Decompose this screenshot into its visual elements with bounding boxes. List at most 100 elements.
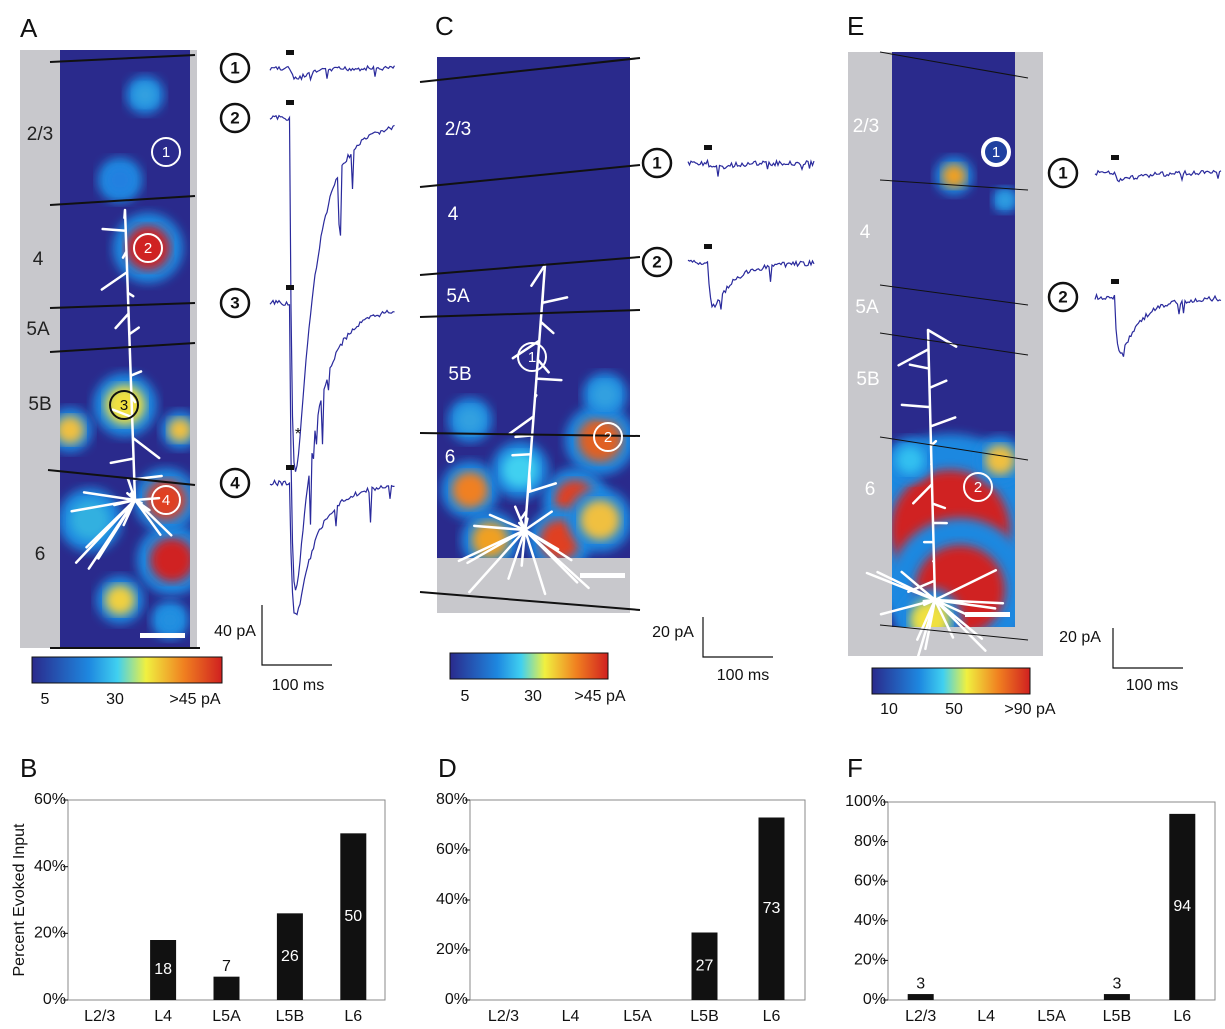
hotspot bbox=[158, 608, 182, 632]
hotspot bbox=[60, 416, 84, 444]
hotspot bbox=[456, 406, 484, 434]
stimulus-bar bbox=[286, 50, 294, 55]
y-tick-label: 40% bbox=[436, 891, 468, 908]
trace-number: 2 bbox=[230, 108, 239, 127]
plot-frame bbox=[469, 799, 806, 1001]
layer-boundary bbox=[879, 284, 1029, 306]
panel-letter: F bbox=[847, 753, 863, 783]
colorbar-label: 30 bbox=[524, 688, 542, 705]
y-tick-label: 20% bbox=[34, 925, 66, 942]
current-trace bbox=[269, 299, 395, 591]
trace-marker bbox=[641, 147, 673, 179]
x-tick-label: L5A bbox=[623, 1008, 652, 1025]
layer-label: 5A bbox=[26, 319, 50, 340]
current-trace bbox=[1094, 169, 1222, 183]
layer-boundary bbox=[49, 195, 196, 206]
site-number: 3 bbox=[120, 397, 128, 414]
current-trace bbox=[269, 479, 395, 616]
layer-label: 5A bbox=[446, 286, 470, 307]
bar bbox=[1169, 813, 1196, 1000]
value-label: 7 bbox=[222, 958, 231, 975]
layer-label: 6 bbox=[865, 479, 876, 500]
value-label: 50 bbox=[344, 908, 362, 925]
layer-boundary bbox=[49, 342, 196, 353]
scale-bars bbox=[702, 617, 773, 658]
stimulus-bar bbox=[286, 285, 294, 290]
colorbar-label: 5 bbox=[461, 688, 470, 705]
value-label: 3 bbox=[1112, 975, 1121, 992]
trace-marker bbox=[219, 52, 251, 84]
scale-bar bbox=[965, 612, 1010, 617]
bar bbox=[758, 817, 785, 1000]
site-marker bbox=[593, 422, 623, 452]
hotspot bbox=[105, 585, 135, 615]
x-tick-label: L2/3 bbox=[905, 1008, 936, 1025]
map-hotspots bbox=[60, 75, 190, 640]
layer-boundary bbox=[419, 256, 641, 276]
layer-boundary bbox=[879, 332, 1029, 356]
layer-boundary bbox=[419, 309, 641, 318]
hotspot bbox=[942, 164, 966, 188]
colorbar-label: 50 bbox=[945, 701, 963, 718]
x-tick-label: L4 bbox=[154, 1008, 172, 1025]
layer-label: 2/3 bbox=[445, 119, 471, 140]
scale-bars bbox=[1112, 628, 1183, 669]
stimulus-bar bbox=[1111, 279, 1119, 284]
current-trace bbox=[687, 158, 815, 177]
hotspot bbox=[168, 418, 190, 442]
colorbar-label: >90 pA bbox=[1004, 701, 1055, 718]
stimulus-bar bbox=[1111, 155, 1119, 160]
layer-boundary bbox=[879, 624, 1029, 641]
colorbar-label: 5 bbox=[41, 691, 50, 708]
y-tick-label: 20% bbox=[854, 952, 886, 969]
bar bbox=[691, 932, 718, 1000]
y-tick-label: 40% bbox=[34, 858, 66, 875]
x-tick-label: L6 bbox=[763, 1008, 781, 1025]
trace-number: 3 bbox=[230, 293, 239, 312]
layer-boundary bbox=[49, 302, 196, 309]
neuron bbox=[70, 208, 173, 570]
bar bbox=[150, 940, 177, 1000]
y-tick-label: 80% bbox=[436, 791, 468, 808]
layer-boundary bbox=[419, 591, 641, 611]
hotspot bbox=[896, 446, 924, 474]
colorbar-label: 10 bbox=[880, 701, 898, 718]
x-tick-label: L5B bbox=[276, 1008, 304, 1025]
scale-bars bbox=[261, 605, 332, 666]
hotspot bbox=[106, 166, 134, 194]
y-axis-label: Percent Evoked Input bbox=[11, 823, 28, 977]
x-tick-label: L2/3 bbox=[84, 1008, 115, 1025]
scale-bar bbox=[140, 633, 185, 638]
colorbar-label: >45 pA bbox=[169, 691, 220, 708]
panel-letter: C bbox=[435, 11, 454, 41]
map-hotspots bbox=[441, 372, 630, 558]
scale-label: 20 pA bbox=[1059, 629, 1101, 646]
stimulus-bar bbox=[704, 244, 712, 249]
layer-boundary bbox=[419, 164, 641, 188]
scale-label: 100 ms bbox=[1126, 677, 1178, 694]
colorbar bbox=[871, 667, 1031, 695]
panel-letter: E bbox=[847, 11, 864, 41]
hotspot bbox=[452, 472, 488, 508]
site-number: 1 bbox=[162, 144, 170, 161]
y-tick-label: 0% bbox=[863, 991, 886, 1008]
hotspot bbox=[126, 226, 170, 270]
asterisk: * bbox=[295, 426, 301, 443]
trace-number: 1 bbox=[230, 58, 239, 77]
layer-label: 6 bbox=[445, 447, 456, 468]
hotspot bbox=[580, 500, 620, 540]
trace-marker bbox=[219, 102, 251, 134]
site-marker-fill bbox=[985, 141, 1007, 163]
site-marker bbox=[151, 137, 181, 167]
y-tick-label: 20% bbox=[436, 941, 468, 958]
bar bbox=[1103, 994, 1130, 1000]
hotspot bbox=[985, 445, 1015, 475]
site-number: 2 bbox=[144, 240, 152, 257]
layer-label: 6 bbox=[35, 544, 46, 565]
hotspot bbox=[502, 452, 538, 488]
value-label: 73 bbox=[763, 900, 781, 917]
colorbar bbox=[449, 652, 609, 680]
y-tick-label: 0% bbox=[445, 991, 468, 1008]
layer-label: 4 bbox=[33, 249, 44, 270]
scale-label: 100 ms bbox=[272, 677, 324, 694]
